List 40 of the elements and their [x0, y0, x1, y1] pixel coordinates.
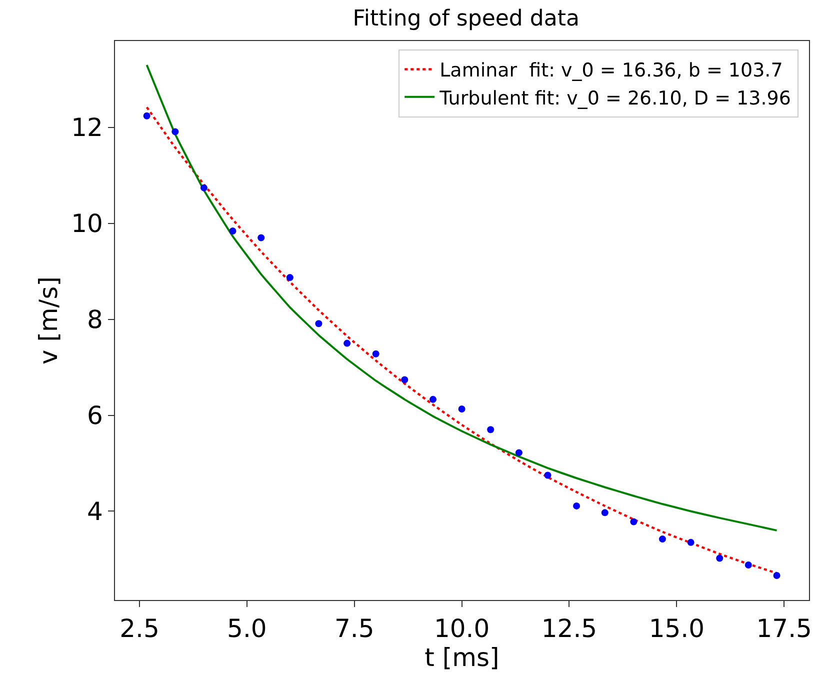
point	[573, 502, 580, 510]
point	[744, 561, 752, 568]
point	[200, 184, 208, 192]
point	[458, 406, 466, 413]
point	[372, 350, 380, 358]
y-tick-label: 10	[71, 209, 103, 238]
point	[544, 472, 552, 479]
legend-label: Turbulent fit: v_0 = 26.10, D = 13.96	[438, 87, 791, 110]
x-tick-label: 15.0	[648, 614, 704, 644]
x-tick-label: 12.5	[541, 614, 598, 644]
point	[143, 112, 150, 120]
point	[658, 536, 666, 543]
y-tick-label: 4	[86, 496, 103, 526]
x-tick-label: 7.5	[334, 614, 374, 644]
x-tick-label: 10.0	[434, 614, 490, 644]
point	[229, 228, 236, 235]
point	[630, 518, 638, 526]
x-axis-title: t [ms]	[424, 643, 500, 672]
point	[286, 274, 294, 282]
point	[401, 376, 408, 384]
point	[258, 234, 265, 242]
point	[429, 396, 436, 403]
chart-title: Fitting of speed data	[352, 6, 580, 32]
point	[487, 426, 494, 434]
point	[716, 554, 724, 562]
legend-label: Laminar fit: v_0 = 16.36, b = 103.7	[440, 60, 783, 82]
point	[601, 509, 608, 516]
point	[773, 572, 780, 580]
x-tick-label: 17.5	[756, 614, 812, 644]
y-tick-label: 12	[71, 113, 103, 142]
point	[344, 340, 351, 347]
y-axis-title: v [m/s]	[34, 276, 63, 365]
y-tick-label: 8	[86, 305, 103, 334]
point	[172, 128, 179, 136]
point	[515, 449, 522, 456]
point	[315, 320, 322, 328]
x-tick-label: 5.0	[227, 614, 267, 644]
x-tick-label: 2.5	[120, 614, 160, 644]
point	[687, 538, 694, 546]
y-tick-label: 6	[86, 401, 103, 430]
